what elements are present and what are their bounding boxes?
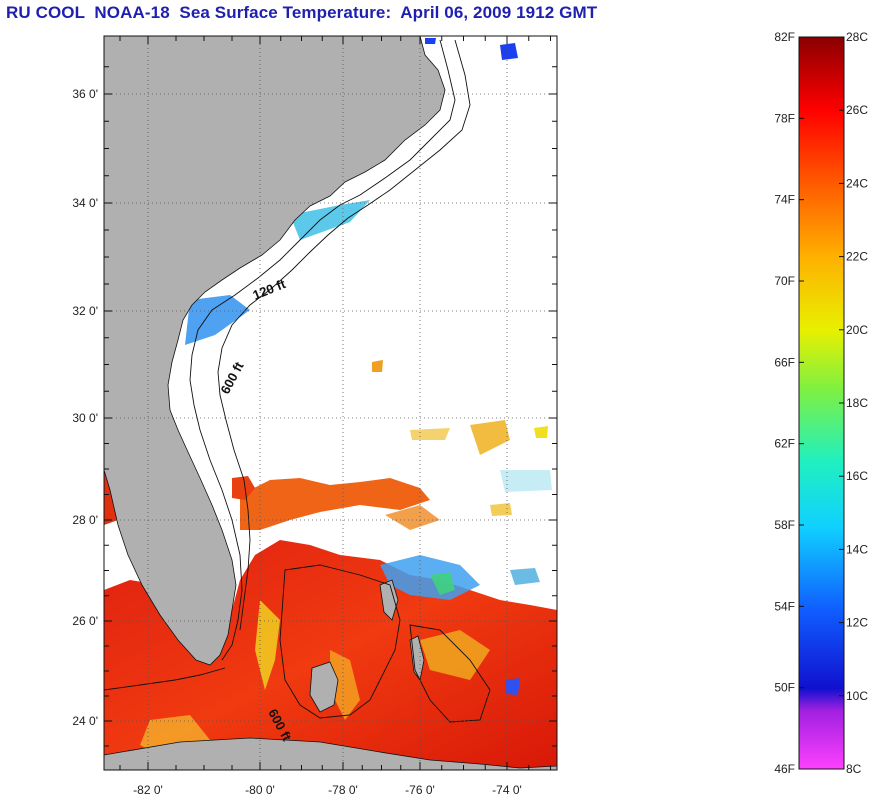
colorbar-f-label: 82F [774,30,795,44]
colorbar-c-label: 18C [846,396,868,410]
lat-label: 24 0' [72,714,98,728]
lon-label: -74 0' [492,783,522,797]
colorbar-f-label: 62F [774,437,795,451]
map-area: 120 ft 600 ft 600 ft [104,36,557,770]
lat-label: 26 0' [72,614,98,628]
lat-label: 36 0' [72,87,98,101]
contour-600ft [217,39,471,631]
colorbar-c-label: 22C [846,250,868,264]
contour-keys [104,667,226,691]
warm-sst-band-north [240,478,430,530]
map-axes: 36 0' 34 0' 32 0' 30 0' 28 0' 26 0' 24 0' -82 0… [72,36,557,797]
cool-sst-patch [185,295,250,345]
warm-sst-patch-mid [232,476,255,500]
colorbar-c-label: 10C [846,689,868,703]
sst-scatter [534,426,548,438]
colorbar-f-label: 74F [774,193,795,207]
land-cuba [104,737,557,770]
cool-sst-patch [430,572,455,595]
sst-streak [420,630,490,680]
cool-sst-patch [380,555,480,600]
sst-scatter [490,503,512,516]
sst-streak [385,505,440,530]
lon-label: -80 0' [245,783,275,797]
land-bahamas-andros [309,661,339,713]
sst-scatter [470,420,510,455]
sst-streak [255,600,280,690]
lon-label: -82 0' [133,783,163,797]
colorbar-f-label: 50F [774,681,795,695]
contour-120ft [189,39,456,661]
colorbar-c-label: 20C [846,323,868,337]
colorbar-labels: 82F 78F 74F 70F 66F 62F 58F 54F 50F 46F 28C 26C 24C 2… [774,30,868,776]
colorbar-f-label: 58F [774,518,795,532]
colorbar-c-label: 14C [846,542,868,556]
sst-scatter [500,470,552,492]
cool-sst-patch [500,43,518,60]
colorbar-c-label: 26C [846,103,868,117]
lat-label: 32 0' [72,304,98,318]
sst-scatter [372,360,383,372]
contour-bahamas [279,564,401,719]
colorbar-f-label: 78F [774,111,795,125]
lat-label: 28 0' [72,513,98,527]
colorbar-f-label: 70F [774,274,795,288]
lat-label: 34 0' [72,196,98,210]
colorbar-f-label: 54F [774,599,795,613]
sst-streak [330,650,360,720]
colorbar-f-label: 46F [774,762,795,776]
land-us-southeast [104,36,446,666]
lat-label: 30 0' [72,411,98,425]
colorbar-c-label: 8C [846,762,862,776]
land-bahamas-abaco [379,579,399,621]
colorbar-c-label: 28C [846,30,868,44]
lon-label: -78 0' [328,783,358,797]
cool-sst-patch [510,568,540,585]
map-title: RU COOL NOAA-18 Sea Surface Temperature:… [6,3,598,22]
colorbar-f-label: 66F [774,355,795,369]
cool-sst-patch [505,678,520,695]
colorbar-gradient [798,36,845,770]
colorbar-c-label: 24C [846,176,868,190]
colorbar-c-label: 12C [846,616,868,630]
land-bahamas-eleuthera [409,635,425,681]
map-frame [103,35,558,771]
cool-sst-patch [425,38,436,44]
lon-label: -76 0' [405,783,435,797]
colorbar-c-label: 16C [846,469,868,483]
